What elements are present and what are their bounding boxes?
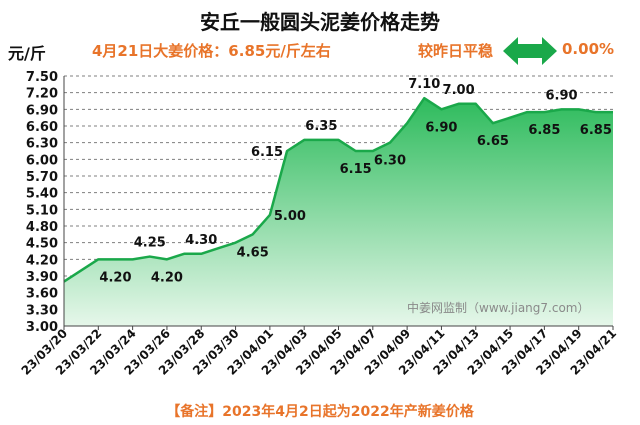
data-label: 6.85 <box>580 123 612 138</box>
y-tick-label: 6.60 <box>26 120 58 135</box>
page-title: 安丘一般圆头泥姜价格走势 <box>200 10 440 34</box>
y-tick-label: 5.40 <box>26 187 58 202</box>
y-tick-label: 6.00 <box>26 153 58 168</box>
y-tick-label: 6.30 <box>26 137 58 152</box>
y-tick-label: 4.80 <box>26 220 58 235</box>
compare-value: 0.00% <box>562 40 615 58</box>
price-area <box>64 98 613 326</box>
data-label: 4.20 <box>151 270 183 285</box>
footnote: 【备注】2023年4月2日起为2022年产新姜价格 <box>166 404 474 420</box>
data-label: 6.90 <box>545 88 577 103</box>
data-label: 6.15 <box>340 162 372 177</box>
data-label: 6.30 <box>374 154 406 169</box>
y-tick-label: 7.20 <box>26 87 58 102</box>
watermark: 中姜网监制（www.jiang7.com） <box>407 300 589 315</box>
y-tick-label: 5.10 <box>26 203 58 218</box>
y-tick-label: 4.50 <box>26 237 58 252</box>
y-tick-label: 3.90 <box>26 270 58 285</box>
y-tick-label: 7.50 <box>26 70 58 85</box>
data-label: 6.65 <box>477 134 509 149</box>
y-tick-label: 6.90 <box>26 103 58 118</box>
y-tick-label: 3.30 <box>26 303 58 318</box>
double-arrow-icon <box>503 37 557 65</box>
y-tick-label: 3.60 <box>26 287 58 302</box>
data-label: 4.25 <box>134 236 166 251</box>
data-label: 4.65 <box>237 245 269 260</box>
data-label: 6.15 <box>251 145 283 160</box>
price-summary: 4月21日大姜价格：6.85元/斤左右 <box>92 42 331 60</box>
data-label: 6.85 <box>528 123 560 138</box>
data-label: 6.35 <box>305 119 337 134</box>
compare-label: 较昨日平稳 <box>418 42 494 60</box>
data-label: 4.30 <box>185 233 217 248</box>
y-tick-label: 4.20 <box>26 253 58 268</box>
data-label: 4.20 <box>99 270 131 285</box>
y-tick-label: 5.70 <box>26 170 58 185</box>
y-tick-label: 3.00 <box>26 320 58 335</box>
data-label: 5.00 <box>274 209 306 224</box>
unit-label: 元/斤 <box>8 44 46 63</box>
data-label: 7.10 <box>408 77 440 92</box>
data-label: 7.00 <box>443 83 475 98</box>
data-label: 6.90 <box>425 120 457 135</box>
price-line <box>63 96 613 283</box>
